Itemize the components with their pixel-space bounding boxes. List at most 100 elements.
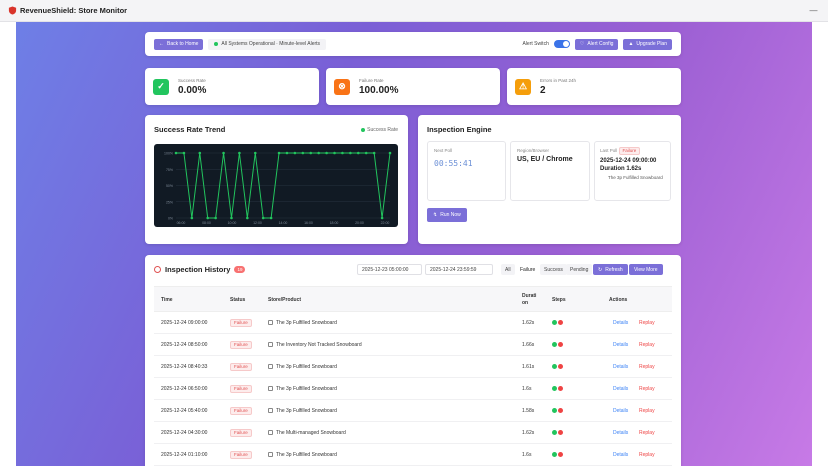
row-product: The 3p Fulfilled Snowboard [268, 452, 337, 458]
inspection-history-card: Inspection History 19 2025-12-23 05:00:0… [145, 255, 681, 466]
col-status: Status [230, 297, 246, 303]
details-link[interactable]: Details [613, 452, 629, 458]
details-link[interactable]: Details [613, 364, 629, 370]
last-poll-status-badge: Failure [618, 147, 641, 155]
alert-switch-toggle[interactable] [553, 40, 570, 48]
data-point [246, 216, 249, 220]
checkbox-icon [268, 452, 273, 457]
stat-label: Failure Rate [359, 77, 384, 83]
run-now-button[interactable]: ↯ Run Now [427, 208, 467, 222]
replay-link[interactable]: Replay [639, 386, 655, 392]
data-point [285, 151, 289, 155]
replay-link[interactable]: Replay [639, 364, 655, 370]
row-duration: 1.6s [522, 452, 532, 458]
last-poll-duration: Duration 1.62s [600, 166, 642, 172]
bell-icon: ♡ [579, 41, 585, 47]
col-duration: Durati on [522, 293, 537, 306]
x-circle-icon: ⊗ [334, 78, 350, 95]
stat-label: Errors in Past 24h [540, 77, 577, 83]
data-point [380, 216, 384, 220]
x-tick-label: 14:00 [279, 221, 288, 225]
history-table-header: Time Status Store/Product Durati on Step… [154, 286, 672, 312]
row-product: The 3p Fulfilled Snowboard [268, 408, 337, 414]
data-point [333, 151, 336, 155]
replay-link[interactable]: Replay [639, 342, 655, 348]
alert-config-button[interactable]: ♡ Alert Config [574, 38, 619, 50]
refresh-icon: ↻ [598, 266, 603, 273]
row-product: The Multi-managed Snowboard [268, 430, 346, 436]
legend-label: Success Rate [367, 127, 398, 133]
col-time: Time [161, 297, 173, 303]
checkbox-icon [268, 320, 273, 325]
checkbox-icon [268, 408, 273, 413]
stat-card-errors: ⚠ Errors in Past 24h 2 [507, 68, 681, 105]
upgrade-plan-button[interactable]: ▲ Upgrade Plan [623, 38, 672, 50]
stat-value: 2 [540, 84, 546, 96]
row-duration: 1.66s [522, 342, 535, 348]
row-duration: 1.58s [522, 408, 535, 414]
row-steps [552, 386, 563, 391]
step-fail-icon [558, 430, 563, 435]
back-to-home-button[interactable]: ← Back to Home [154, 38, 204, 50]
details-link[interactable]: Details [613, 342, 629, 348]
row-time: 2025-12-24 04:30:00 [161, 430, 208, 436]
filter-success[interactable]: Success [540, 264, 567, 275]
details-link[interactable]: Details [613, 386, 629, 392]
table-row: 2025-12-24 01:10:00 Failure The 3p Fulfill… [154, 444, 672, 466]
row-time: 2025-12-24 01:10:00 [161, 452, 208, 458]
x-tick-label: 18:00 [330, 221, 339, 225]
replay-link[interactable]: Replay [639, 452, 655, 458]
window-title: RevenueShield: Store Monitor [20, 6, 128, 15]
details-link[interactable]: Details [613, 430, 629, 436]
row-steps [552, 342, 563, 347]
last-poll-header: Last Poll Failure [600, 147, 665, 155]
step-ok-icon [552, 408, 557, 413]
stat-card-success-rate: ✓ Success Rate 0.00% [145, 68, 319, 105]
data-point [214, 216, 217, 220]
replay-link[interactable]: Replay [639, 320, 655, 326]
x-tick-label: 16:00 [304, 221, 313, 225]
data-point [174, 151, 178, 155]
filter-all[interactable]: All [501, 264, 515, 275]
checkbox-icon [268, 364, 273, 369]
col-steps: Steps [552, 297, 566, 303]
table-row: 2025-12-24 04:30:00 Failure The Multi-mana… [154, 422, 672, 444]
data-point [341, 151, 344, 155]
legend-swatch [361, 128, 366, 132]
history-title: Inspection History [165, 265, 231, 274]
row-steps [552, 408, 563, 413]
last-poll-time: 2025-12-24 09:00:00 [600, 158, 657, 164]
refresh-button[interactable]: ↻ Refresh [593, 264, 628, 275]
view-more-button[interactable]: View More [629, 264, 663, 275]
filter-pending[interactable]: Pending [566, 264, 593, 275]
step-ok-icon [552, 430, 557, 435]
date-to-input[interactable]: 2025-12-24 23:59:59 [425, 264, 493, 275]
arrow-left-icon: ← [159, 41, 164, 47]
details-link[interactable]: Details [613, 408, 629, 414]
details-link[interactable]: Details [613, 320, 629, 326]
stat-value: 0.00% [178, 84, 207, 96]
row-status-badge: Failure [230, 363, 252, 371]
row-steps [552, 452, 563, 457]
row-status-badge: Failure [230, 341, 252, 349]
data-point [230, 216, 233, 220]
y-tick-label: 25% [166, 200, 173, 204]
stat-card-failure-rate: ⊗ Failure Rate 100.00% [326, 68, 500, 105]
data-point [253, 151, 257, 155]
step-ok-icon [552, 452, 557, 457]
chart-legend: Success Rate [361, 127, 398, 133]
date-from-input[interactable]: 2025-12-23 05:00:00 [357, 264, 422, 275]
trend-title: Success Rate Trend [154, 125, 226, 134]
window-menu-icon[interactable]: — [809, 6, 818, 15]
data-point [182, 151, 186, 155]
x-tick-label: 06:00 [177, 221, 186, 225]
filter-failure[interactable]: Failure [516, 264, 540, 275]
table-row: 2025-12-24 06:50:00 Failure The 3p Fulfill… [154, 378, 672, 400]
replay-link[interactable]: Replay [639, 430, 655, 436]
step-fail-icon [558, 364, 563, 369]
history-count-badge: 19 [234, 266, 246, 273]
row-steps [552, 364, 563, 369]
replay-link[interactable]: Replay [639, 408, 655, 414]
x-tick-label: 08:00 [202, 221, 211, 225]
inspection-engine-card: Inspection Engine Next Poll 00:55:41 Reg… [418, 115, 681, 244]
